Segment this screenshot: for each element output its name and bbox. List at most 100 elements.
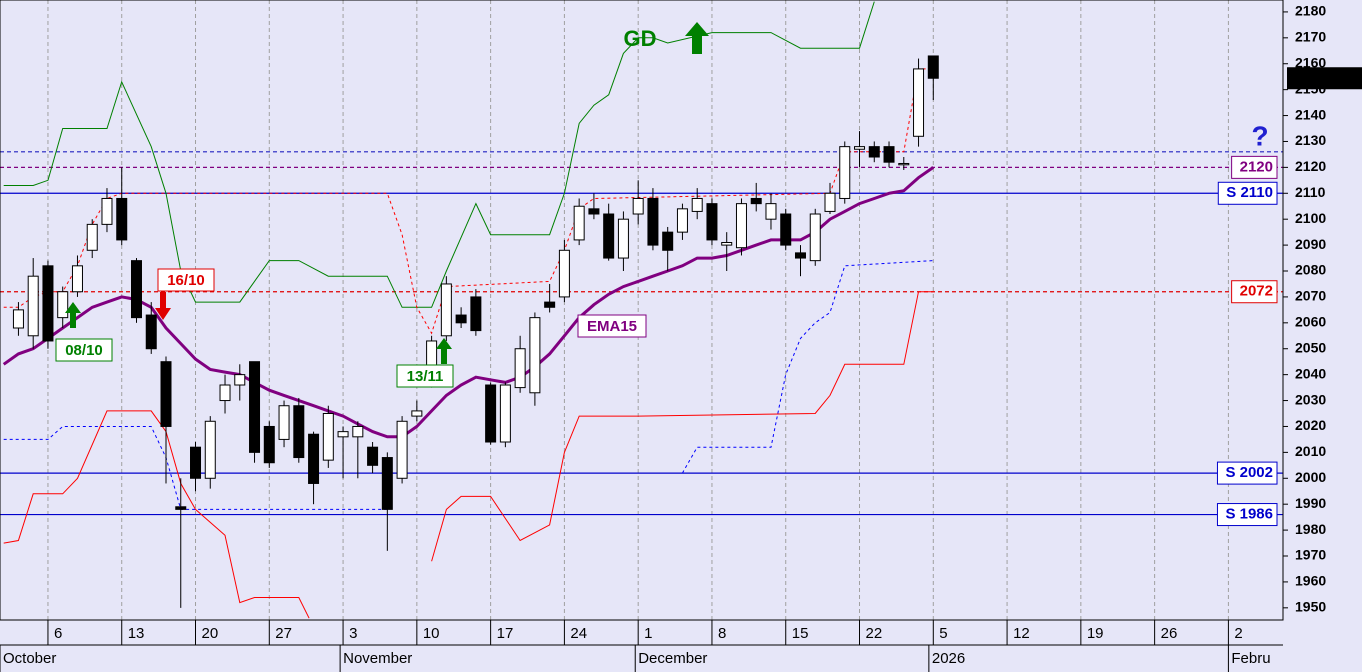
y-tick-label: 2160 bbox=[1295, 54, 1326, 70]
x-tick-label: 26 bbox=[1161, 625, 1178, 642]
x-tick-label: 15 bbox=[792, 625, 809, 642]
candle-body bbox=[455, 314, 467, 324]
x-tick-label: 3 bbox=[349, 625, 357, 642]
annotation: ? bbox=[1251, 120, 1268, 151]
annotation-box bbox=[157, 268, 215, 292]
candle-body bbox=[868, 146, 880, 158]
arrow-down bbox=[155, 292, 171, 320]
month-label: December bbox=[638, 650, 707, 667]
level-label: S 2002 bbox=[1225, 464, 1273, 481]
y-tick-label: 2110 bbox=[1295, 184, 1326, 200]
candle-body bbox=[381, 457, 393, 510]
level-label: 2072 bbox=[1240, 283, 1273, 300]
x-tick-label: 27 bbox=[275, 625, 292, 642]
candle-body bbox=[263, 425, 275, 464]
y-tick-label: 2100 bbox=[1295, 210, 1326, 226]
candle-body bbox=[470, 296, 482, 332]
last-price-label: 2154.40 bbox=[1290, 69, 1341, 85]
candle-body bbox=[367, 446, 379, 466]
y-tick-label: 2070 bbox=[1295, 288, 1326, 304]
annotation: GD bbox=[624, 26, 657, 51]
lines bbox=[2, 1, 935, 619]
level-box bbox=[1216, 503, 1278, 527]
candle-body bbox=[927, 55, 939, 79]
month-label: 2026 bbox=[932, 650, 965, 667]
line-series bbox=[3, 68, 934, 335]
candle-body bbox=[42, 265, 54, 342]
x-tick-label: 8 bbox=[718, 625, 726, 642]
x-tick-label: 5 bbox=[939, 625, 947, 642]
candle-body bbox=[662, 231, 674, 251]
candle-body bbox=[352, 425, 364, 438]
x-tick-label: 10 bbox=[423, 625, 440, 642]
y-tick-label: 1960 bbox=[1295, 573, 1326, 589]
candle-body bbox=[883, 146, 895, 163]
annotation: 16/10 bbox=[167, 272, 205, 289]
candle-body bbox=[617, 218, 629, 259]
candle-body bbox=[573, 205, 585, 241]
candle-body bbox=[913, 68, 925, 137]
annotation: 13/11 bbox=[407, 368, 444, 385]
last-price-box bbox=[1287, 67, 1362, 90]
legend-label: EMA15 bbox=[587, 318, 637, 335]
candle-body bbox=[86, 223, 98, 251]
candle-body bbox=[204, 420, 216, 479]
candle-body bbox=[57, 291, 69, 319]
y-tick-label: 1980 bbox=[1295, 521, 1326, 537]
y-tick-label: 2130 bbox=[1295, 132, 1326, 148]
annotation-box bbox=[396, 364, 454, 388]
legend-box bbox=[577, 314, 647, 338]
arrow-up bbox=[436, 338, 452, 364]
level-box bbox=[1217, 181, 1278, 205]
candle-body bbox=[499, 384, 511, 443]
candle-body bbox=[794, 252, 806, 259]
arrow-up bbox=[65, 302, 81, 328]
y-tick-label: 2020 bbox=[1295, 417, 1326, 433]
y-tick-label: 1950 bbox=[1295, 599, 1326, 615]
month-label: Febru bbox=[1231, 650, 1270, 667]
candle-body bbox=[71, 265, 83, 293]
y-tick-label: 2080 bbox=[1295, 262, 1326, 278]
candle-body bbox=[603, 213, 615, 259]
line-series bbox=[2, 166, 935, 439]
level-label: 2120 bbox=[1240, 158, 1273, 175]
candle-body bbox=[780, 213, 792, 246]
candle-body bbox=[145, 314, 157, 350]
x-tick-label: 12 bbox=[1013, 625, 1030, 642]
x-tick-label: 22 bbox=[866, 625, 883, 642]
candle-body bbox=[293, 405, 305, 459]
candle-body bbox=[809, 213, 821, 262]
candle-body bbox=[116, 197, 128, 241]
level-label: S 1986 bbox=[1225, 506, 1273, 523]
arrow-up bbox=[685, 22, 709, 54]
y-tick-label: 2120 bbox=[1295, 158, 1326, 174]
x-tick-label: 24 bbox=[570, 625, 587, 642]
candle-body bbox=[249, 361, 261, 453]
candle-body bbox=[750, 197, 762, 205]
grid bbox=[47, 0, 1229, 620]
candle-body bbox=[12, 309, 24, 329]
level-label: S 2110 bbox=[1226, 184, 1273, 201]
candle-body bbox=[27, 275, 39, 337]
candle-body bbox=[839, 146, 851, 199]
x-tick-label: 17 bbox=[497, 625, 514, 642]
candle-body bbox=[765, 203, 777, 220]
candle-body bbox=[721, 242, 733, 246]
x-tick-label: 6 bbox=[54, 625, 62, 642]
candle-body bbox=[544, 301, 556, 308]
candle-body bbox=[706, 203, 718, 241]
candle-body bbox=[647, 197, 659, 246]
y-tick-label: 2040 bbox=[1295, 365, 1326, 381]
line-series bbox=[3, 1, 875, 308]
candle-body bbox=[219, 384, 231, 402]
candle-body bbox=[691, 197, 703, 212]
y-tick-label: 2000 bbox=[1295, 469, 1326, 485]
candle-body bbox=[632, 197, 644, 215]
level-box bbox=[1231, 280, 1278, 304]
candle-body bbox=[160, 361, 172, 427]
month-label: November bbox=[343, 650, 412, 667]
candle-body bbox=[396, 420, 408, 479]
level-box bbox=[1216, 461, 1278, 485]
